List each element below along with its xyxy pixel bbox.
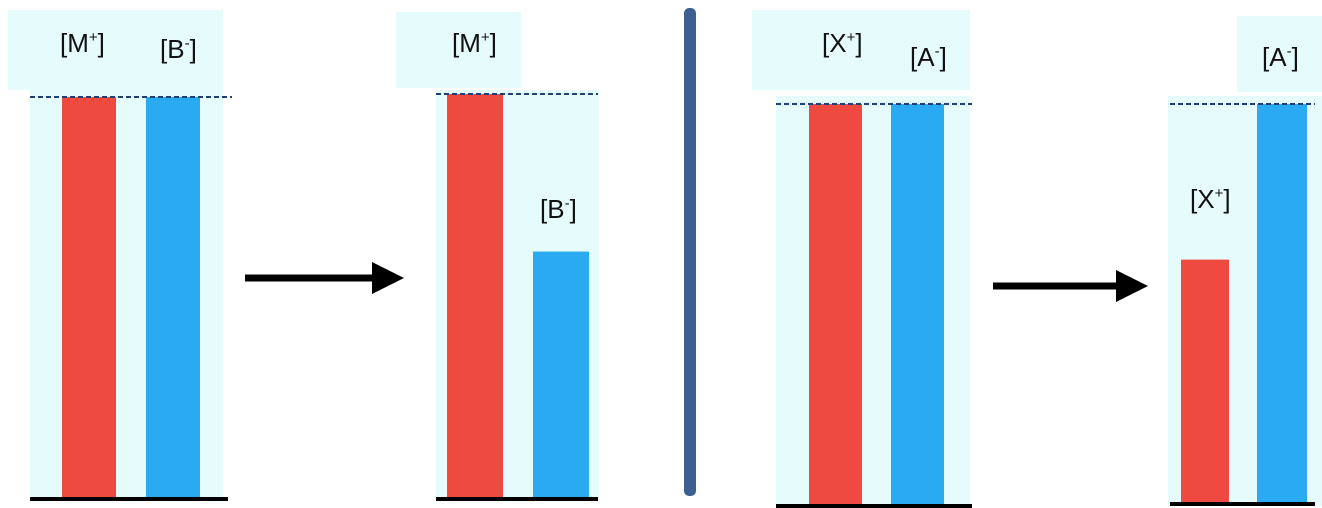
panel-left-after: [M+] [B-]	[396, 12, 599, 501]
panel-left-before: [M+] [B-]	[8, 10, 232, 501]
bar-right-before-0	[809, 104, 862, 505]
bar-label-left-before-0: [M+]	[60, 28, 105, 58]
bar-label-left-before-1: [B-]	[160, 34, 197, 64]
left-transition-arrow	[245, 262, 404, 294]
bar-label-right-before-1: [A-]	[910, 42, 947, 72]
panels: [M+] [B-] [M+] [B-] [X+] [A-] [X+] [A-]	[8, 10, 1322, 508]
bar-label-right-after-1: [A-]	[1262, 42, 1299, 72]
center-divider	[684, 8, 696, 496]
bar-left-after-1	[533, 251, 589, 498]
bar-left-after-0	[447, 94, 503, 498]
bar-left-before-0	[62, 97, 116, 498]
bar-right-after-1	[1257, 104, 1307, 503]
bar-left-before-1	[146, 97, 200, 498]
panel-background-2	[1168, 165, 1240, 255]
panel-background-0	[8, 10, 223, 90]
bar-label-right-before-0: [X+]	[822, 28, 863, 58]
panel-right-after: [X+] [A-]	[1168, 16, 1322, 506]
panel-background-0	[752, 10, 970, 90]
bar-right-before-1	[891, 104, 944, 505]
panel-right-before: [X+] [A-]	[752, 10, 972, 508]
right-transition-arrow	[993, 270, 1148, 302]
right-arrow-head	[1116, 270, 1148, 302]
bar-label-right-after-0: [X+]	[1190, 184, 1231, 214]
left-arrow-head	[372, 262, 404, 294]
bar-right-after-0	[1181, 259, 1229, 503]
bar-label-left-after-0: [M+]	[452, 28, 497, 58]
bar-label-left-after-1: [B-]	[540, 194, 577, 224]
panel-background-0	[1237, 16, 1322, 92]
panel-background-0	[396, 12, 521, 88]
